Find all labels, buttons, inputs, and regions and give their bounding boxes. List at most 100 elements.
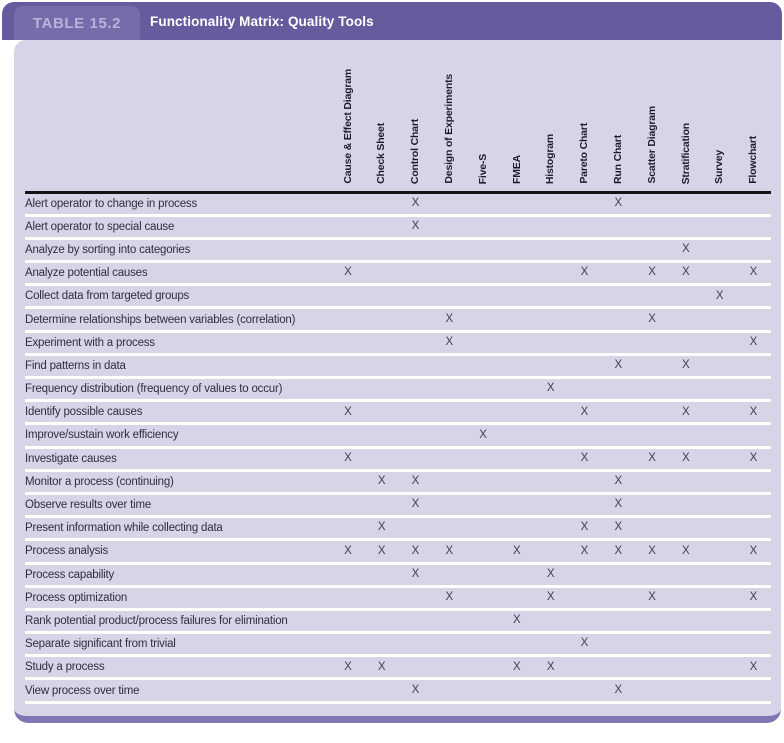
matrix-cell-marked: X <box>344 544 352 557</box>
matrix-cell-marked: X <box>614 521 623 534</box>
row-label: Observe results over time <box>25 499 152 512</box>
matrix-cell-marked: X <box>749 405 758 418</box>
matrix-cell-marked: X <box>411 498 420 511</box>
matrix-cell-marked: X <box>749 660 758 673</box>
row-label: Analyze by sorting into categories <box>25 243 191 256</box>
row-label: Investigate causes <box>25 452 117 465</box>
table-row: Rank potential product/process failures … <box>25 610 771 635</box>
matrix-cell-marked: X <box>682 405 690 418</box>
matrix-cell-marked: X <box>682 359 690 372</box>
matrix-cell-marked: X <box>580 521 589 534</box>
row-label: Process capability <box>25 568 115 581</box>
matrix-cell-marked: X <box>411 567 420 580</box>
column-header: Run Chart <box>601 44 635 184</box>
matrix-cell-marked: X <box>546 567 555 580</box>
matrix-cell-marked: X <box>513 660 521 673</box>
table-row: Process analysis X X X X X X X X X X <box>25 541 771 565</box>
matrix-cell-marked: X <box>580 451 589 464</box>
table-number-tab: TABLE 15.2 <box>14 6 140 40</box>
matrix-cell-marked: X <box>377 660 386 673</box>
row-label: Separate significant from trivial <box>25 638 176 651</box>
column-header: Pareto Chart <box>568 44 602 184</box>
table-row: Study a process X X X X X <box>25 657 771 681</box>
table-row: Alert operator to change in process X X <box>25 193 771 217</box>
column-header: Five-S <box>466 44 500 184</box>
table-row: Determine relationships between variable… <box>25 309 771 333</box>
column-header-label: Control Chart <box>409 118 422 184</box>
row-label: Find patterns in data <box>25 359 126 372</box>
row-label: Alert operator to change in process <box>25 197 197 210</box>
matrix-cell-marked: X <box>513 614 521 627</box>
matrix-cell-marked: X <box>648 266 656 279</box>
table-row: Experiment with a process X X <box>25 332 771 356</box>
row-label: Experiment with a process <box>25 336 155 349</box>
matrix-cell-marked: X <box>546 591 555 604</box>
matrix-cell-marked: X <box>445 591 454 604</box>
matrix-cell-marked: X <box>546 382 555 395</box>
table-row: Collect data from targeted groups X <box>25 286 771 310</box>
matrix-cell-marked: X <box>580 266 589 279</box>
matrix-cell-marked: X <box>445 312 454 325</box>
table-row: View process over time X X <box>25 680 771 704</box>
matrix-cell-marked: X <box>682 243 690 256</box>
row-label: Present information while collecting dat… <box>25 522 223 535</box>
row-label: Monitor a process (continuing) <box>25 475 174 488</box>
matrix-cell-marked: X <box>648 312 656 325</box>
matrix-cell-marked: X <box>614 683 623 696</box>
matrix-cell-marked: X <box>749 335 758 348</box>
row-label: Process optimization <box>25 591 128 604</box>
column-header-label: Survey <box>713 150 726 184</box>
matrix-cell-marked: X <box>411 475 420 488</box>
matrix-cell-marked: X <box>344 405 352 418</box>
column-header-label: Cause & Effect Diagram <box>341 69 354 184</box>
column-header-label: Run Chart <box>612 135 625 184</box>
matrix-cell-marked: X <box>715 289 724 302</box>
table-row: Present information while collecting dat… <box>25 518 771 542</box>
column-header: Scatter Diagram <box>635 44 669 184</box>
column-header: Flowchart <box>737 44 771 184</box>
row-label: Rank potential product/process failures … <box>25 614 288 627</box>
column-header: Histogram <box>534 44 568 184</box>
matrix-cell-marked: X <box>344 266 352 279</box>
column-header-label: Stratification <box>679 122 692 184</box>
column-header: Cause & Effect Diagram <box>331 44 365 184</box>
table-number-label: TABLE 15.2 <box>32 14 122 32</box>
column-header-label: Scatter Diagram <box>645 106 658 184</box>
table-row: Observe results over time X X <box>25 494 771 519</box>
matrix-cell-marked: X <box>682 451 690 464</box>
matrix-cell-marked: X <box>749 544 758 557</box>
column-header: Check Sheet <box>365 44 399 184</box>
table-row: Process optimization X X X X <box>25 587 771 611</box>
table-row: Improve/sustain work efficiency X <box>25 425 771 449</box>
matrix-cell-marked: X <box>377 544 386 557</box>
matrix-cell-marked: X <box>682 266 690 279</box>
matrix-cell-marked: X <box>411 683 420 696</box>
matrix-cell-marked: X <box>377 475 386 488</box>
column-header-label: Histogram <box>544 133 557 184</box>
column-header: Stratification <box>669 44 703 184</box>
header-divider-rule <box>25 191 771 194</box>
matrix-cell-marked: X <box>614 498 623 511</box>
column-header-label: Flowchart <box>747 136 760 184</box>
matrix-cell-marked: X <box>411 196 420 209</box>
row-label: Frequency distribution (frequency of val… <box>25 383 283 396</box>
column-header: Survey <box>703 44 737 184</box>
table-header-bar: TABLE 15.2 Functionality Matrix: Quality… <box>2 2 782 40</box>
matrix-cell-marked: X <box>682 544 690 557</box>
table-row: Find patterns in data X X <box>25 355 771 379</box>
matrix-cell-marked: X <box>614 544 623 557</box>
table-row: Frequency distribution (frequency of val… <box>25 379 771 403</box>
row-label: Study a process <box>25 661 105 674</box>
column-header-label: Five-S <box>476 153 489 184</box>
column-header-label: Pareto Chart <box>578 123 591 184</box>
row-label: Analyze potential causes <box>25 267 148 280</box>
table-row: Analyze by sorting into categories X <box>25 239 771 264</box>
row-label: Improve/sustain work efficiency <box>25 429 179 442</box>
table-body-panel: Cause & Effect Diagram Check Sheet Control… <box>14 40 781 723</box>
table-title: Functionality Matrix: Quality Tools <box>150 13 374 29</box>
table-row: Analyze potential causes X X X X X <box>25 263 771 287</box>
row-label: View process over time <box>25 684 140 697</box>
table-row: Process capability X X <box>25 564 771 588</box>
column-header-label: Design of Experiments <box>443 74 456 184</box>
